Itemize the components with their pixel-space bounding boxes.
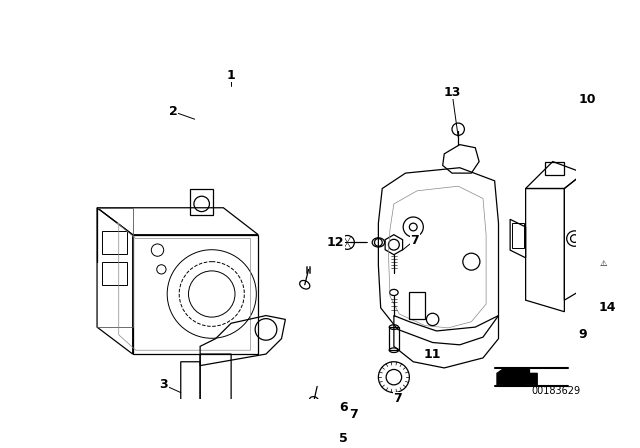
Polygon shape	[502, 373, 525, 385]
Text: 11: 11	[424, 348, 442, 361]
Text: 1: 1	[227, 69, 236, 82]
Bar	[389, 327, 399, 350]
Text: 13: 13	[444, 86, 461, 99]
Text: ⚠: ⚠	[600, 258, 607, 268]
Text: 00183629: 00183629	[531, 386, 580, 396]
Text: 14: 14	[598, 302, 616, 314]
Text: 3: 3	[159, 379, 168, 392]
Text: 7: 7	[410, 233, 419, 246]
Text: 6: 6	[339, 401, 348, 414]
Text: 5: 5	[339, 432, 348, 445]
Text: 7: 7	[394, 392, 402, 405]
Polygon shape	[497, 370, 537, 385]
Bar	[513, 223, 524, 248]
Text: 2: 2	[168, 105, 177, 118]
Text: 9: 9	[578, 328, 586, 341]
Bar	[97, 208, 132, 327]
Bar	[410, 293, 425, 319]
Text: 10: 10	[579, 94, 596, 107]
Text: 7: 7	[349, 408, 358, 421]
Text: 12: 12	[327, 236, 344, 249]
